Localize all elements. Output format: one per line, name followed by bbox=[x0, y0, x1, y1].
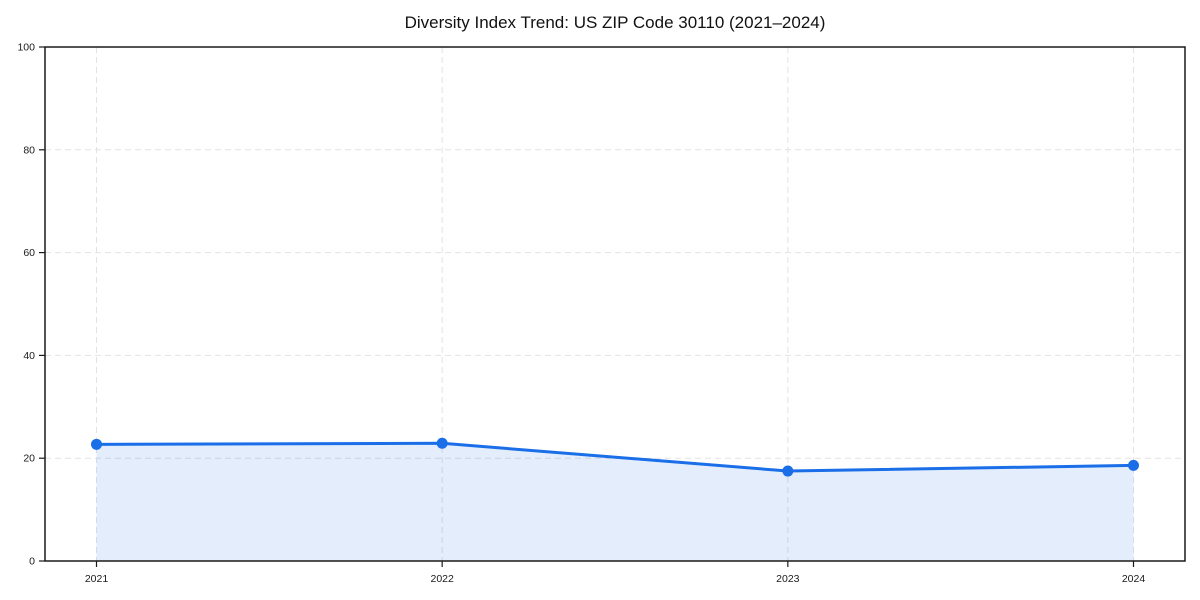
data-point bbox=[436, 437, 448, 449]
x-tick-label: 2022 bbox=[430, 573, 454, 585]
trend-line bbox=[95, 441, 1135, 473]
y-tick-label: 0 bbox=[29, 556, 35, 568]
y-tick-label: 20 bbox=[23, 453, 35, 465]
y-tick-label: 100 bbox=[17, 42, 35, 54]
x-tick-label: 2023 bbox=[776, 573, 800, 585]
data-point bbox=[1128, 459, 1139, 471]
area-fill bbox=[96, 443, 1134, 561]
plot-area: 0 20 40 60 80 100 2021 2022 2023 2024 bbox=[17, 42, 1186, 585]
chart-title: Diversity Index Trend: US ZIP Code 30110… bbox=[405, 13, 826, 32]
x-tick-label: 2024 bbox=[1122, 573, 1146, 585]
x-tick-label: 2021 bbox=[85, 573, 109, 585]
data-point bbox=[91, 438, 102, 450]
y-tick-label: 80 bbox=[23, 144, 35, 156]
data-point bbox=[782, 465, 794, 477]
y-tick-label: 40 bbox=[23, 350, 35, 362]
plot-border bbox=[44, 46, 1186, 562]
y-tick-label: 60 bbox=[23, 247, 35, 259]
